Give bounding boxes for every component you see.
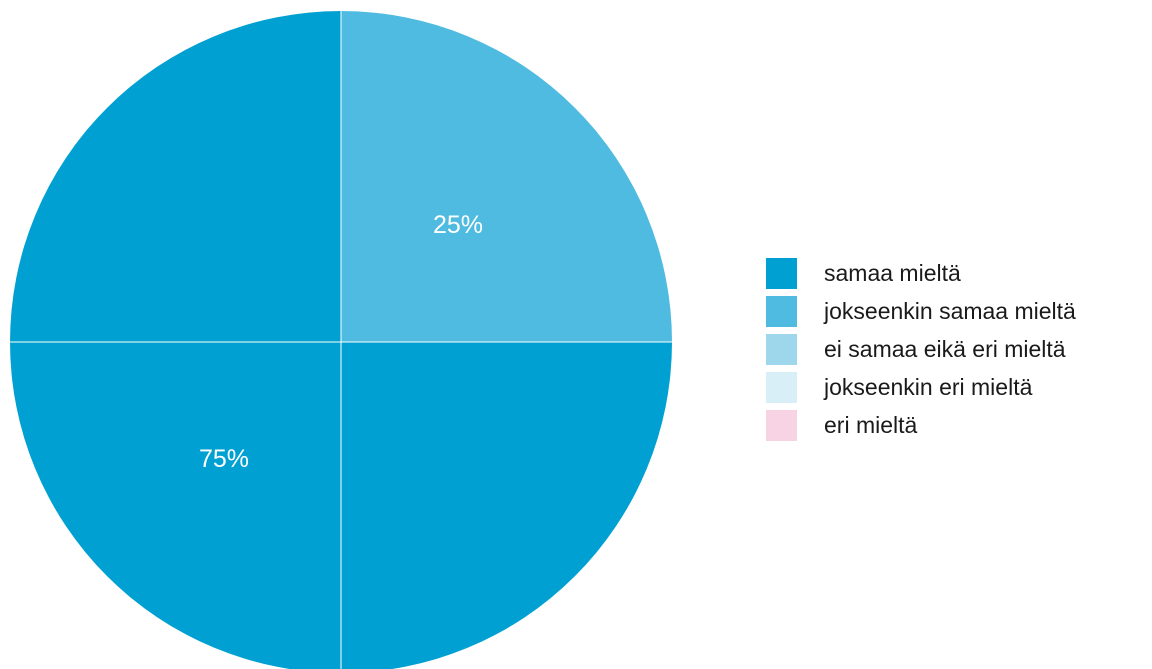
legend-swatch (766, 296, 797, 327)
pie-slice-2 (341, 11, 672, 342)
legend: samaa mieltä jokseenkin samaa mieltä ei sa… (766, 258, 1076, 448)
legend-swatch (766, 334, 797, 365)
pie-slice-1 (10, 11, 672, 669)
pie-slices (10, 11, 672, 669)
legend-item: ei samaa eikä eri mieltä (766, 334, 1076, 365)
legend-swatch (766, 410, 797, 441)
legend-label: jokseenkin eri mieltä (824, 374, 1033, 400)
legend-item: eri mieltä (766, 410, 1076, 441)
legend-item: jokseenkin samaa mieltä (766, 296, 1076, 327)
legend-label: samaa mieltä (824, 260, 961, 286)
legend-label: jokseenkin samaa mieltä (824, 298, 1076, 324)
pie-slice-labels: 25% 75% (199, 211, 483, 473)
legend-label: ei samaa eikä eri mieltä (824, 336, 1066, 362)
slice-data-label-1: 75% (199, 445, 249, 473)
legend-swatch (766, 258, 797, 289)
legend-item: samaa mieltä (766, 258, 1076, 289)
slice-data-label-2: 25% (433, 211, 483, 239)
legend-item: jokseenkin eri mieltä (766, 372, 1076, 403)
legend-swatch (766, 372, 797, 403)
legend-label: eri mieltä (824, 412, 918, 438)
pie-chart: 25% 75% (10, 11, 672, 669)
